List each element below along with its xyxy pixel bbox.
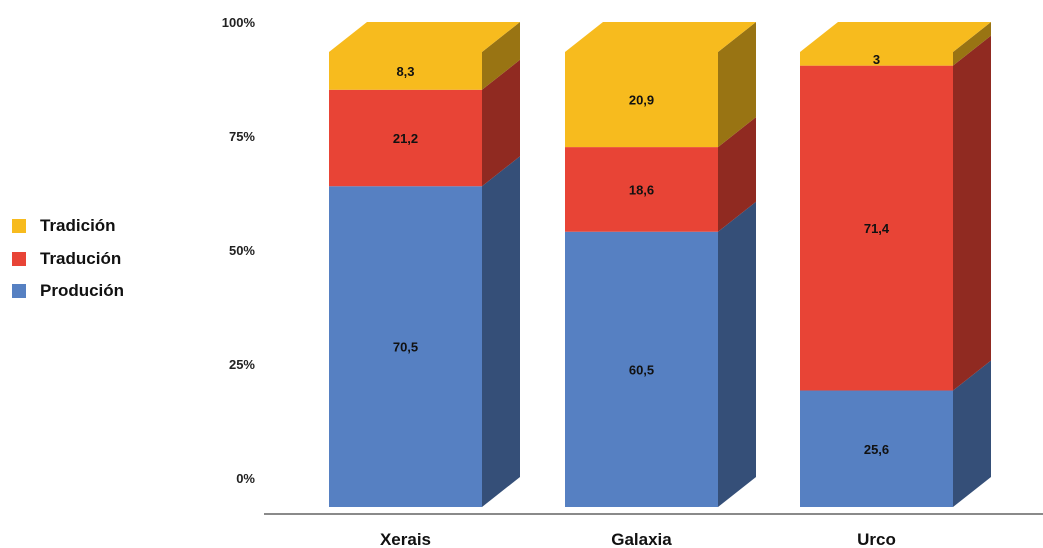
bar-side-urco-2 xyxy=(953,22,991,66)
bar-side-xerais-0 xyxy=(482,156,520,507)
bar-segment-urco-2 xyxy=(800,52,953,66)
data-label: 18,6 xyxy=(629,182,654,197)
bar-side-galaxia-1 xyxy=(718,117,756,232)
y-tick-label: 0% xyxy=(236,471,255,486)
bar-segment-urco-1 xyxy=(800,65,953,391)
bar-segment-xerais-1 xyxy=(329,89,482,187)
y-tick-label: 100% xyxy=(222,15,256,30)
x-category-label: Urco xyxy=(857,530,896,548)
legend-item-tradicion: Tradición xyxy=(12,210,124,243)
bar-top-galaxia xyxy=(565,22,756,52)
legend: Tradición Tradución Produción xyxy=(12,210,124,308)
bar-side-urco-0 xyxy=(953,360,991,507)
legend-item-traducion: Tradución xyxy=(12,243,124,276)
data-label: 60,5 xyxy=(629,362,654,377)
legend-label-producion: Produción xyxy=(40,281,125,301)
bar-side-galaxia-0 xyxy=(718,201,756,507)
bar-top-xerais xyxy=(329,22,520,52)
x-category-label: Galaxia xyxy=(611,530,672,548)
data-label: 20,9 xyxy=(629,93,654,108)
legend-label-traducion: Tradución xyxy=(40,248,122,268)
bar-side-xerais-1 xyxy=(482,59,520,187)
legend-swatch-tradicion xyxy=(12,219,26,234)
data-label: 70,5 xyxy=(393,340,418,355)
bar-segment-urco-0 xyxy=(800,390,953,507)
legend-item-producion: Produción xyxy=(12,275,124,308)
bar-segment-galaxia-2 xyxy=(565,52,718,148)
y-tick-label: 50% xyxy=(229,243,255,258)
bar-segment-xerais-0 xyxy=(329,186,482,507)
bar-segment-galaxia-0 xyxy=(565,231,718,507)
legend-swatch-producion xyxy=(12,284,26,299)
data-label: 71,4 xyxy=(864,221,890,236)
bar-top-urco xyxy=(800,22,991,52)
data-label: 21,2 xyxy=(393,131,418,146)
legend-swatch-traducion xyxy=(12,251,26,266)
data-label: 25,6 xyxy=(864,442,889,457)
bar-side-xerais-2 xyxy=(482,22,520,90)
bar-segment-xerais-2 xyxy=(329,52,482,90)
y-tick-label: 25% xyxy=(229,357,255,372)
x-category-label: Xerais xyxy=(380,530,431,548)
bar-segment-galaxia-1 xyxy=(565,147,718,232)
data-label: 8,3 xyxy=(396,64,414,79)
legend-label-tradicion: Tradición xyxy=(40,216,116,236)
bar-side-galaxia-2 xyxy=(718,22,756,148)
data-label: 3 xyxy=(873,52,880,67)
bar-side-urco-1 xyxy=(953,35,991,391)
y-tick-label: 75% xyxy=(229,129,255,144)
